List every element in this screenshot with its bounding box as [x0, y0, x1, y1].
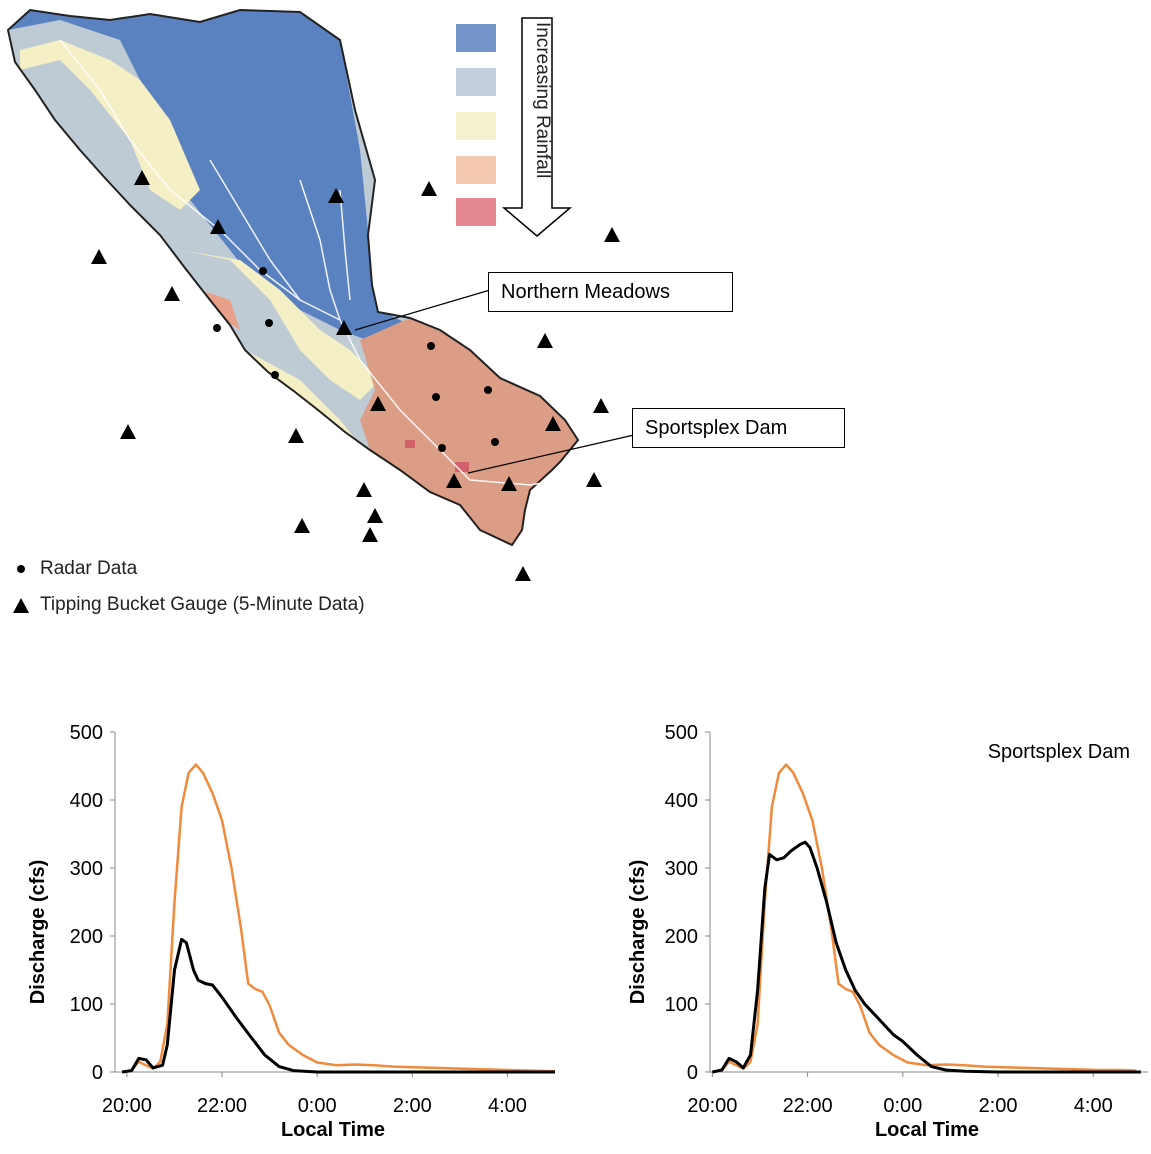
chart-northern-meadows: 0 100 200 300 400 500 20:00 22:00 0:00 2:00 4:00 Lo… [0, 700, 570, 1154]
x-tick-label: 22:00 [783, 1095, 833, 1117]
x-tick-label: 4:00 [1074, 1095, 1113, 1117]
y-axis-label: Discharge (cfs) [627, 860, 649, 1005]
y-tick-label: 0 [92, 1062, 103, 1084]
rain-swatch-highest [456, 24, 496, 52]
y-tick-label: 200 [665, 926, 698, 948]
callout-sportsplex-label: Sportsplex Dam [645, 416, 788, 439]
callout-northern-meadows: Northern Meadows [488, 272, 733, 312]
x-tick-label: 2:00 [393, 1095, 432, 1117]
x-tick-label: 22:00 [197, 1095, 247, 1117]
y-tick-label: 300 [665, 858, 698, 880]
northern-leader-line [354, 289, 491, 331]
rain-swatch-high [456, 68, 496, 96]
legend-gauge-label: Tipping Bucket Gauge (5-Minute Data) [40, 594, 365, 615]
increasing-rainfall-arrow [501, 17, 573, 237]
y-axis-label: Discharge (cfs) [27, 860, 49, 1005]
gauge-triangle-icon [13, 597, 29, 613]
legend-radar: Radar Data [8, 558, 137, 580]
series-line-black [712, 840, 1141, 1074]
callout-sportsplex-dam: Sportsplex Dam [632, 408, 845, 448]
legend-gauge: Tipping Bucket Gauge (5-Minute Data) [8, 594, 365, 616]
radar-dot-icon [17, 565, 25, 573]
rain-swatch-low [456, 156, 496, 184]
y-tick-label: 300 [70, 858, 103, 880]
rain-swatch-lowest [456, 198, 496, 226]
y-tick-label: 500 [70, 722, 103, 744]
x-tick-label: 0:00 [298, 1095, 337, 1117]
y-tick-label: 400 [665, 790, 698, 812]
y-tick-label: 100 [665, 994, 698, 1016]
chart-sportsplex-dam: 0 100 200 300 400 500 20:00 22:00 0:00 2:00 4:00 Lo… [600, 700, 1151, 1154]
series-line-orange [121, 763, 556, 1074]
sportsplex-leader-line [467, 434, 635, 474]
series-line-black [121, 937, 555, 1074]
basin-outline [6, 8, 580, 547]
x-tick-label: 4:00 [488, 1095, 527, 1117]
radar-points [213, 267, 499, 452]
chart-northern-svg: 0 100 200 300 400 500 20:00 22:00 0:00 2:00 4:00 Lo… [27, 722, 556, 1141]
chart-sportsplex-svg: 0 100 200 300 400 500 20:00 22:00 0:00 2:00 4:00 Lo… [627, 722, 1148, 1141]
callout-northern-label: Northern Meadows [501, 280, 670, 303]
y-tick-label: 200 [70, 926, 103, 948]
x-axis-label: Local Time [875, 1119, 979, 1141]
x-axis-label: Local Time [281, 1119, 385, 1141]
rainfall-map: Increasing Rainfall [6, 8, 635, 581]
stream-network [59, 39, 561, 486]
y-tick-label: 0 [687, 1062, 698, 1084]
gauge-triangles [91, 170, 620, 581]
legend-radar-label: Radar Data [40, 558, 138, 579]
rain-swatch-mid [456, 112, 496, 140]
series-line-orange [712, 763, 1137, 1074]
y-tick-label: 500 [665, 722, 698, 744]
y-tick-label: 100 [70, 994, 103, 1016]
x-tick-label: 20:00 [687, 1095, 737, 1117]
arrow-label: Increasing Rainfall [532, 22, 553, 178]
x-tick-label: 2:00 [979, 1095, 1018, 1117]
y-tick-label: 400 [70, 790, 103, 812]
chart-title: Sportsplex Dam [988, 741, 1130, 763]
rainfall-color-scale [456, 24, 496, 226]
x-tick-label: 20:00 [102, 1095, 152, 1117]
x-tick-label: 0:00 [883, 1095, 922, 1117]
